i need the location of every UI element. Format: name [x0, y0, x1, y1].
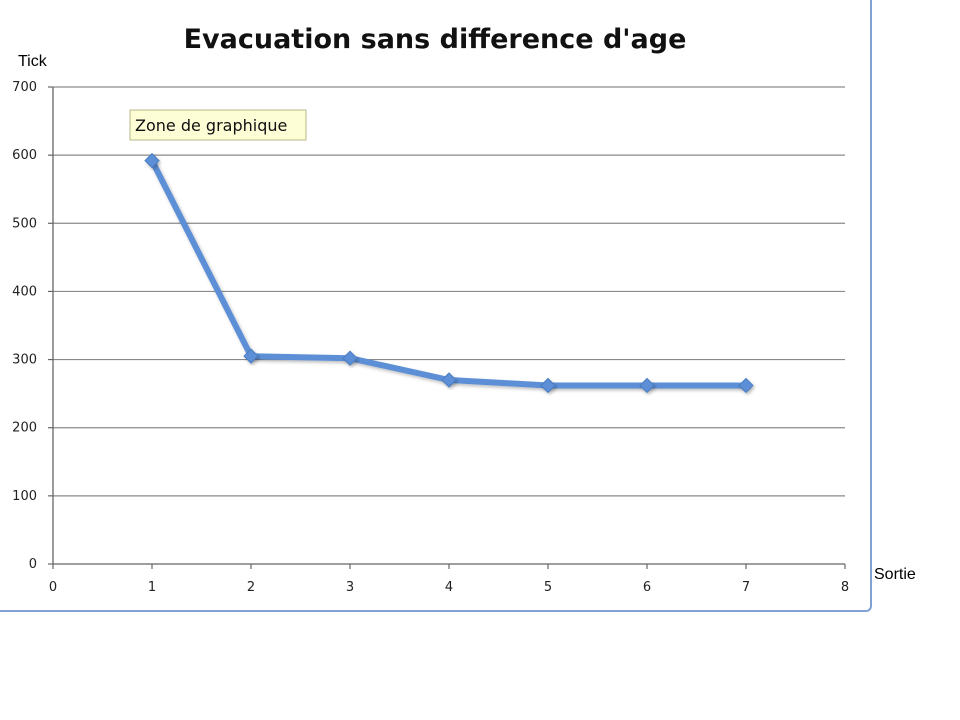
x-tick-label-2: 2	[247, 580, 255, 595]
y-axis-title: Tick	[18, 53, 48, 70]
x-tick-label-5: 5	[544, 580, 552, 595]
data-point-6	[639, 377, 655, 394]
tooltip-label: Zone de graphique	[135, 116, 287, 135]
data-point-1	[144, 152, 160, 169]
y-tick-label-600: 600	[12, 148, 37, 163]
x-tick-label-1: 1	[148, 580, 156, 595]
data-point-5	[540, 377, 556, 394]
grid-lines	[53, 86, 845, 497]
y-tick-labels: 0 100 200 300 400 500 600 700	[12, 80, 37, 572]
chart-area: Evacuation sans difference d'age Tick 0 1…	[0, 0, 872, 612]
x-axis-title: Sortie	[874, 566, 916, 583]
series-line-0	[149, 157, 749, 389]
y-tick-label-700: 700	[12, 80, 37, 95]
x-tick-label-3: 3	[346, 580, 354, 595]
data-point-2	[243, 348, 259, 364]
x-tick-label-0: 0	[49, 580, 57, 595]
x-tick-label-4: 4	[445, 580, 453, 595]
line-chart: Evacuation sans difference d'age Tick 0 1…	[12, 24, 849, 595]
y-tick-label-0: 0	[29, 557, 37, 572]
y-tick-label-500: 500	[12, 216, 37, 231]
x-tick-labels: 0 1 2 3 4 5 6 7 8	[49, 580, 849, 595]
data-point-4	[441, 372, 457, 388]
chart-area-tooltip: Zone de graphique	[129, 109, 307, 141]
x-tick-label-6: 6	[643, 580, 651, 595]
x-tick-label-7: 7	[742, 580, 750, 595]
chart-title: Evacuation sans difference d'age	[184, 24, 687, 55]
x-tick-label-8: 8	[841, 580, 849, 595]
y-tick-label-200: 200	[12, 421, 37, 436]
data-point-7	[738, 377, 754, 394]
axes	[48, 86, 846, 569]
y-tick-label-100: 100	[12, 489, 37, 504]
y-tick-label-300: 300	[12, 353, 37, 368]
series-group	[144, 152, 754, 394]
y-tick-label-400: 400	[12, 284, 37, 299]
data-point-3	[342, 350, 358, 366]
tooltip-box	[129, 109, 307, 141]
